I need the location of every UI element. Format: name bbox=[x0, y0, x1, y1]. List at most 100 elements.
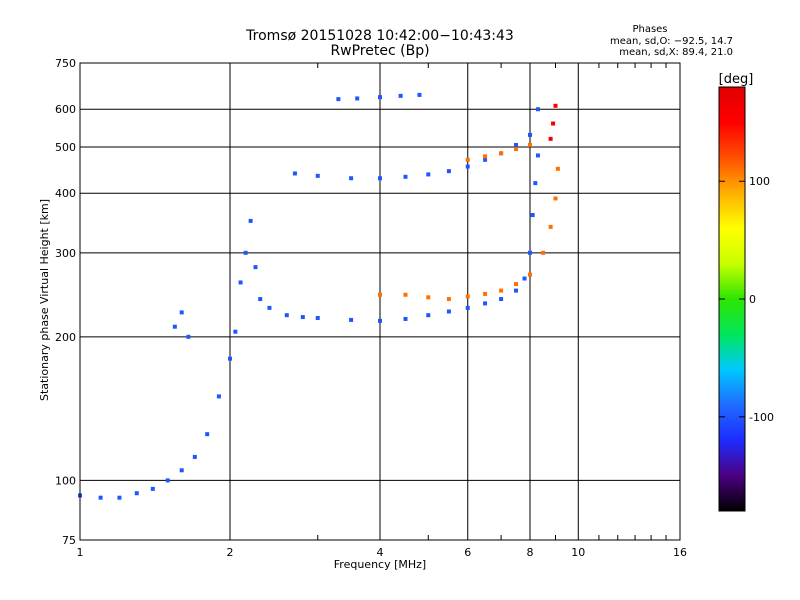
data-point bbox=[403, 316, 408, 321]
data-point bbox=[465, 305, 470, 310]
data-point bbox=[499, 288, 504, 293]
data-point bbox=[172, 324, 177, 329]
data-point bbox=[243, 250, 248, 255]
data-point bbox=[205, 432, 210, 437]
data-point bbox=[535, 153, 540, 158]
x-axis: 1 2 4 6 8 10 16 bbox=[77, 63, 687, 559]
data-point bbox=[426, 295, 431, 300]
data-point bbox=[465, 164, 470, 169]
data-point bbox=[465, 294, 470, 299]
data-point bbox=[300, 315, 305, 320]
colorbar-label: [deg] bbox=[719, 72, 754, 87]
data-point bbox=[446, 309, 451, 314]
data-point bbox=[551, 121, 556, 126]
data-point bbox=[548, 224, 553, 229]
x-tick-label: 2 bbox=[227, 546, 234, 559]
stats-title: Phases bbox=[632, 24, 667, 35]
data-point bbox=[284, 313, 289, 318]
data-point bbox=[499, 151, 504, 156]
data-point bbox=[426, 172, 431, 177]
chart-title: Tromsø 20151028 10:42:00−10:43:43 bbox=[245, 28, 514, 44]
data-point bbox=[258, 297, 263, 302]
data-point bbox=[483, 291, 488, 296]
data-point bbox=[403, 292, 408, 297]
y-tick-label: 500 bbox=[55, 141, 76, 154]
data-point bbox=[378, 292, 382, 297]
stats-line-x: mean, sd,X: 89.4, 21.0 bbox=[619, 47, 733, 58]
data-point bbox=[179, 310, 184, 315]
data-point bbox=[378, 95, 382, 100]
data-point bbox=[522, 276, 527, 281]
data-point bbox=[315, 173, 320, 178]
data-point bbox=[378, 318, 382, 323]
x-tick-label: 4 bbox=[377, 546, 384, 559]
y-axis-label: Stationary phase Virtual Height [km] bbox=[38, 199, 51, 401]
data-point bbox=[541, 250, 546, 255]
data-point bbox=[192, 454, 197, 459]
y-tick-label: 100 bbox=[55, 474, 76, 487]
x-axis-label: Frequency [MHz] bbox=[334, 558, 426, 571]
colorbar-tick-label: 0 bbox=[749, 293, 756, 306]
data-point bbox=[499, 297, 504, 302]
data-point bbox=[553, 103, 558, 108]
stats-line-o: mean, sd,O: −92.5, 14.7 bbox=[610, 36, 733, 47]
x-tick-label: 16 bbox=[673, 546, 687, 559]
data-point bbox=[253, 265, 258, 270]
data-point bbox=[228, 356, 232, 361]
y-tick-label: 400 bbox=[55, 187, 76, 200]
data-point bbox=[533, 181, 538, 186]
data-point bbox=[355, 96, 360, 101]
colorbar-ticks: 100 0 -100 bbox=[719, 175, 774, 424]
data-points bbox=[78, 92, 560, 500]
data-point bbox=[426, 313, 431, 318]
data-point bbox=[553, 196, 558, 201]
data-point bbox=[548, 136, 553, 141]
data-point bbox=[349, 317, 354, 322]
data-point bbox=[530, 213, 535, 218]
data-point bbox=[117, 495, 122, 500]
data-point bbox=[248, 218, 253, 223]
data-point bbox=[514, 142, 519, 147]
data-point bbox=[349, 176, 354, 181]
data-point bbox=[528, 142, 532, 147]
data-point bbox=[483, 301, 488, 306]
data-point bbox=[186, 334, 191, 339]
data-point bbox=[267, 305, 272, 310]
data-point bbox=[216, 394, 221, 399]
data-point bbox=[378, 176, 382, 181]
x-tick-label: 6 bbox=[464, 546, 471, 559]
y-axis: 75 100 200 300 400 500 600 750 bbox=[55, 57, 76, 547]
data-point bbox=[315, 316, 320, 321]
y-tick-label: 300 bbox=[55, 247, 76, 260]
data-point bbox=[528, 250, 532, 255]
data-point bbox=[446, 169, 451, 174]
data-point bbox=[514, 147, 519, 152]
x-tick-label: 10 bbox=[571, 546, 585, 559]
data-point bbox=[483, 154, 488, 159]
data-point bbox=[483, 157, 488, 162]
data-point bbox=[403, 174, 408, 179]
y-tick-label: 600 bbox=[55, 103, 76, 116]
data-point bbox=[555, 166, 560, 171]
colorbar-tick-label: -100 bbox=[749, 411, 774, 424]
data-point bbox=[150, 486, 155, 491]
data-point bbox=[535, 107, 540, 112]
data-point bbox=[514, 282, 519, 287]
data-point bbox=[417, 92, 422, 97]
x-tick-label: 1 bbox=[77, 546, 84, 559]
data-point bbox=[528, 272, 532, 277]
data-point bbox=[98, 495, 103, 500]
x-tick-label: 8 bbox=[527, 546, 534, 559]
data-point bbox=[336, 97, 341, 102]
data-point bbox=[514, 288, 519, 293]
data-point bbox=[233, 329, 238, 334]
data-point bbox=[238, 280, 243, 285]
data-point bbox=[465, 157, 470, 162]
data-point bbox=[179, 468, 184, 473]
chart-subtitle: RwPretec (Bp) bbox=[330, 43, 429, 59]
plot-frame bbox=[79, 62, 681, 541]
data-point bbox=[292, 171, 297, 176]
data-point bbox=[165, 478, 170, 483]
data-point bbox=[528, 132, 532, 137]
